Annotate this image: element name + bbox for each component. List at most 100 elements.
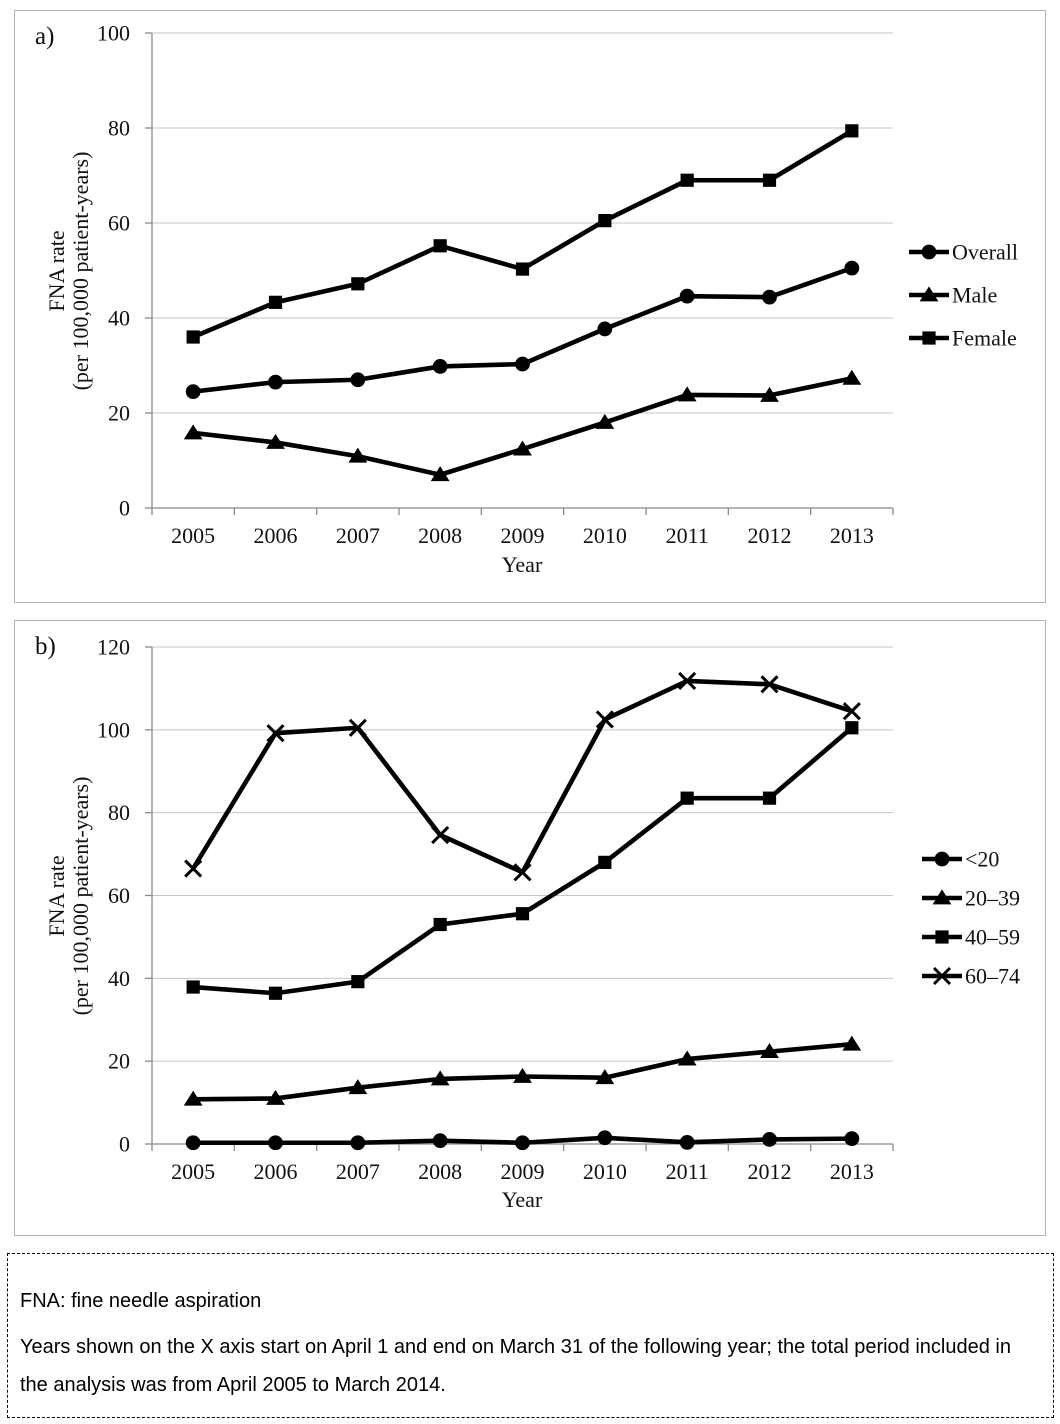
legend-label: 60–74 — [965, 964, 1020, 989]
marker-triangle — [348, 1079, 368, 1095]
marker-triangle — [932, 889, 952, 905]
marker-square — [922, 331, 936, 345]
chart-b-plot: 0 20 40 60 80 100 120 2005 2006 2007 2008 2009 2010 2… — [97, 635, 1020, 1185]
y-tick-label: 100 — [97, 21, 130, 46]
marker-x — [266, 724, 285, 743]
marker-triangle — [183, 1090, 203, 1106]
footnote-period-note: Years shown on the X axis start on April… — [20, 1336, 1011, 1396]
legend-label: 20–39 — [965, 886, 1020, 911]
marker-x — [184, 859, 203, 878]
x-tick-label: 2012 — [748, 523, 792, 548]
marker-x — [842, 702, 861, 721]
marker-triangle — [430, 1070, 450, 1086]
marker-x — [431, 825, 450, 845]
marker-circle — [934, 851, 950, 867]
panel-b-y-axis-title: FNA rate (per 100,000 patient-years) — [44, 776, 93, 1016]
y-tick-label: 80 — [108, 800, 130, 825]
marker-triangle — [595, 413, 615, 429]
y-tick-label: 100 — [97, 717, 130, 742]
legend-label: Female — [952, 326, 1017, 351]
marker-triangle — [842, 369, 862, 385]
y-tick-label: 0 — [119, 1132, 130, 1157]
marker-triangle — [842, 1035, 862, 1051]
marker-circle — [268, 374, 283, 390]
marker-triangle — [266, 1089, 285, 1105]
footnote-abbreviation: FNA: fine needle aspiration — [20, 1290, 262, 1312]
series-line-x — [190, 678, 855, 875]
marker-x — [760, 675, 779, 694]
y-tick-label: 40 — [108, 966, 130, 991]
x-tick-label: 2008 — [418, 1159, 462, 1184]
x-tick-label: 2010 — [583, 523, 627, 548]
marker-triangle — [919, 286, 939, 302]
marker-square — [680, 173, 694, 187]
y-axis-title-line1: FNA rate — [44, 855, 69, 937]
panel-a-label: a) — [35, 23, 55, 50]
marker-square — [351, 975, 365, 989]
marker-square — [598, 855, 612, 869]
marker-square — [268, 295, 283, 309]
marker-circle — [597, 1130, 613, 1146]
x-tick-label: 2011 — [666, 1159, 709, 1184]
marker-circle — [432, 359, 448, 374]
y-axis-title-line1: FNA rate — [44, 230, 69, 312]
marker-circle — [185, 384, 201, 400]
x-tick-label: 2006 — [254, 523, 298, 548]
x-tick-label: 2009 — [501, 523, 545, 548]
marker-circle — [679, 1134, 695, 1150]
x-tick-label: 2013 — [830, 1159, 874, 1184]
x-tick-label: 2005 — [171, 1159, 215, 1184]
marker-circle — [844, 1131, 860, 1147]
marker-triangle — [677, 1050, 697, 1066]
x-tick-label: 2005 — [171, 523, 215, 548]
y-tick-label: 80 — [108, 116, 130, 141]
y-axis-title-line2: (per 100,000 patient-years) — [68, 776, 93, 1016]
x-tick-label: 2007 — [336, 523, 380, 548]
marker-square — [515, 907, 530, 921]
marker-circle — [350, 372, 366, 388]
x-tick-label: 2010 — [583, 1159, 627, 1184]
panel-b-label: b) — [35, 633, 56, 660]
panel-b-x-axis-title: Year — [501, 1187, 543, 1212]
legend-label: 40–59 — [965, 925, 1020, 950]
marker-triangle — [760, 1043, 779, 1059]
marker-circle — [515, 1135, 530, 1151]
marker-square — [845, 721, 859, 735]
series-line-square — [190, 725, 855, 996]
legend-label: <20 — [965, 847, 999, 872]
marker-square — [762, 173, 777, 187]
marker-circle — [268, 1135, 283, 1151]
legend-label: Overall — [952, 240, 1018, 265]
marker-triangle — [183, 424, 203, 440]
marker-triangle — [266, 433, 285, 449]
y-tick-label: 60 — [108, 211, 130, 236]
footnote-box: FNA: fine needle aspiration Years shown … — [7, 1253, 1054, 1418]
marker-square — [186, 980, 200, 994]
y-tick-label: 40 — [108, 306, 130, 331]
marker-square — [433, 917, 447, 932]
marker-circle — [844, 260, 860, 276]
y-tick-label: 20 — [108, 1049, 130, 1074]
series-line-circle — [190, 265, 855, 394]
marker-x — [348, 718, 367, 737]
marker-square — [268, 986, 283, 1000]
series-line-square — [190, 128, 855, 340]
marker-triangle — [513, 440, 532, 456]
x-tick-label: 2006 — [254, 1159, 298, 1184]
marker-circle — [921, 244, 937, 260]
marker-triangle — [513, 1067, 532, 1083]
marker-square — [433, 239, 447, 253]
marker-circle — [350, 1135, 366, 1151]
marker-square — [598, 214, 612, 228]
x-tick-label: 2009 — [501, 1159, 545, 1184]
marker-triangle — [595, 1069, 615, 1085]
marker-circle — [679, 288, 695, 304]
y-tick-label: 120 — [97, 635, 130, 660]
marker-triangle — [348, 447, 368, 463]
marker-triangle — [430, 466, 450, 482]
x-tick-label: 2008 — [418, 523, 462, 548]
panel-b: 0 20 40 60 80 100 120 2005 2006 2007 2008 2009 2010 2… — [14, 620, 1046, 1236]
marker-square — [351, 277, 365, 291]
y-tick-label: 20 — [108, 401, 130, 426]
